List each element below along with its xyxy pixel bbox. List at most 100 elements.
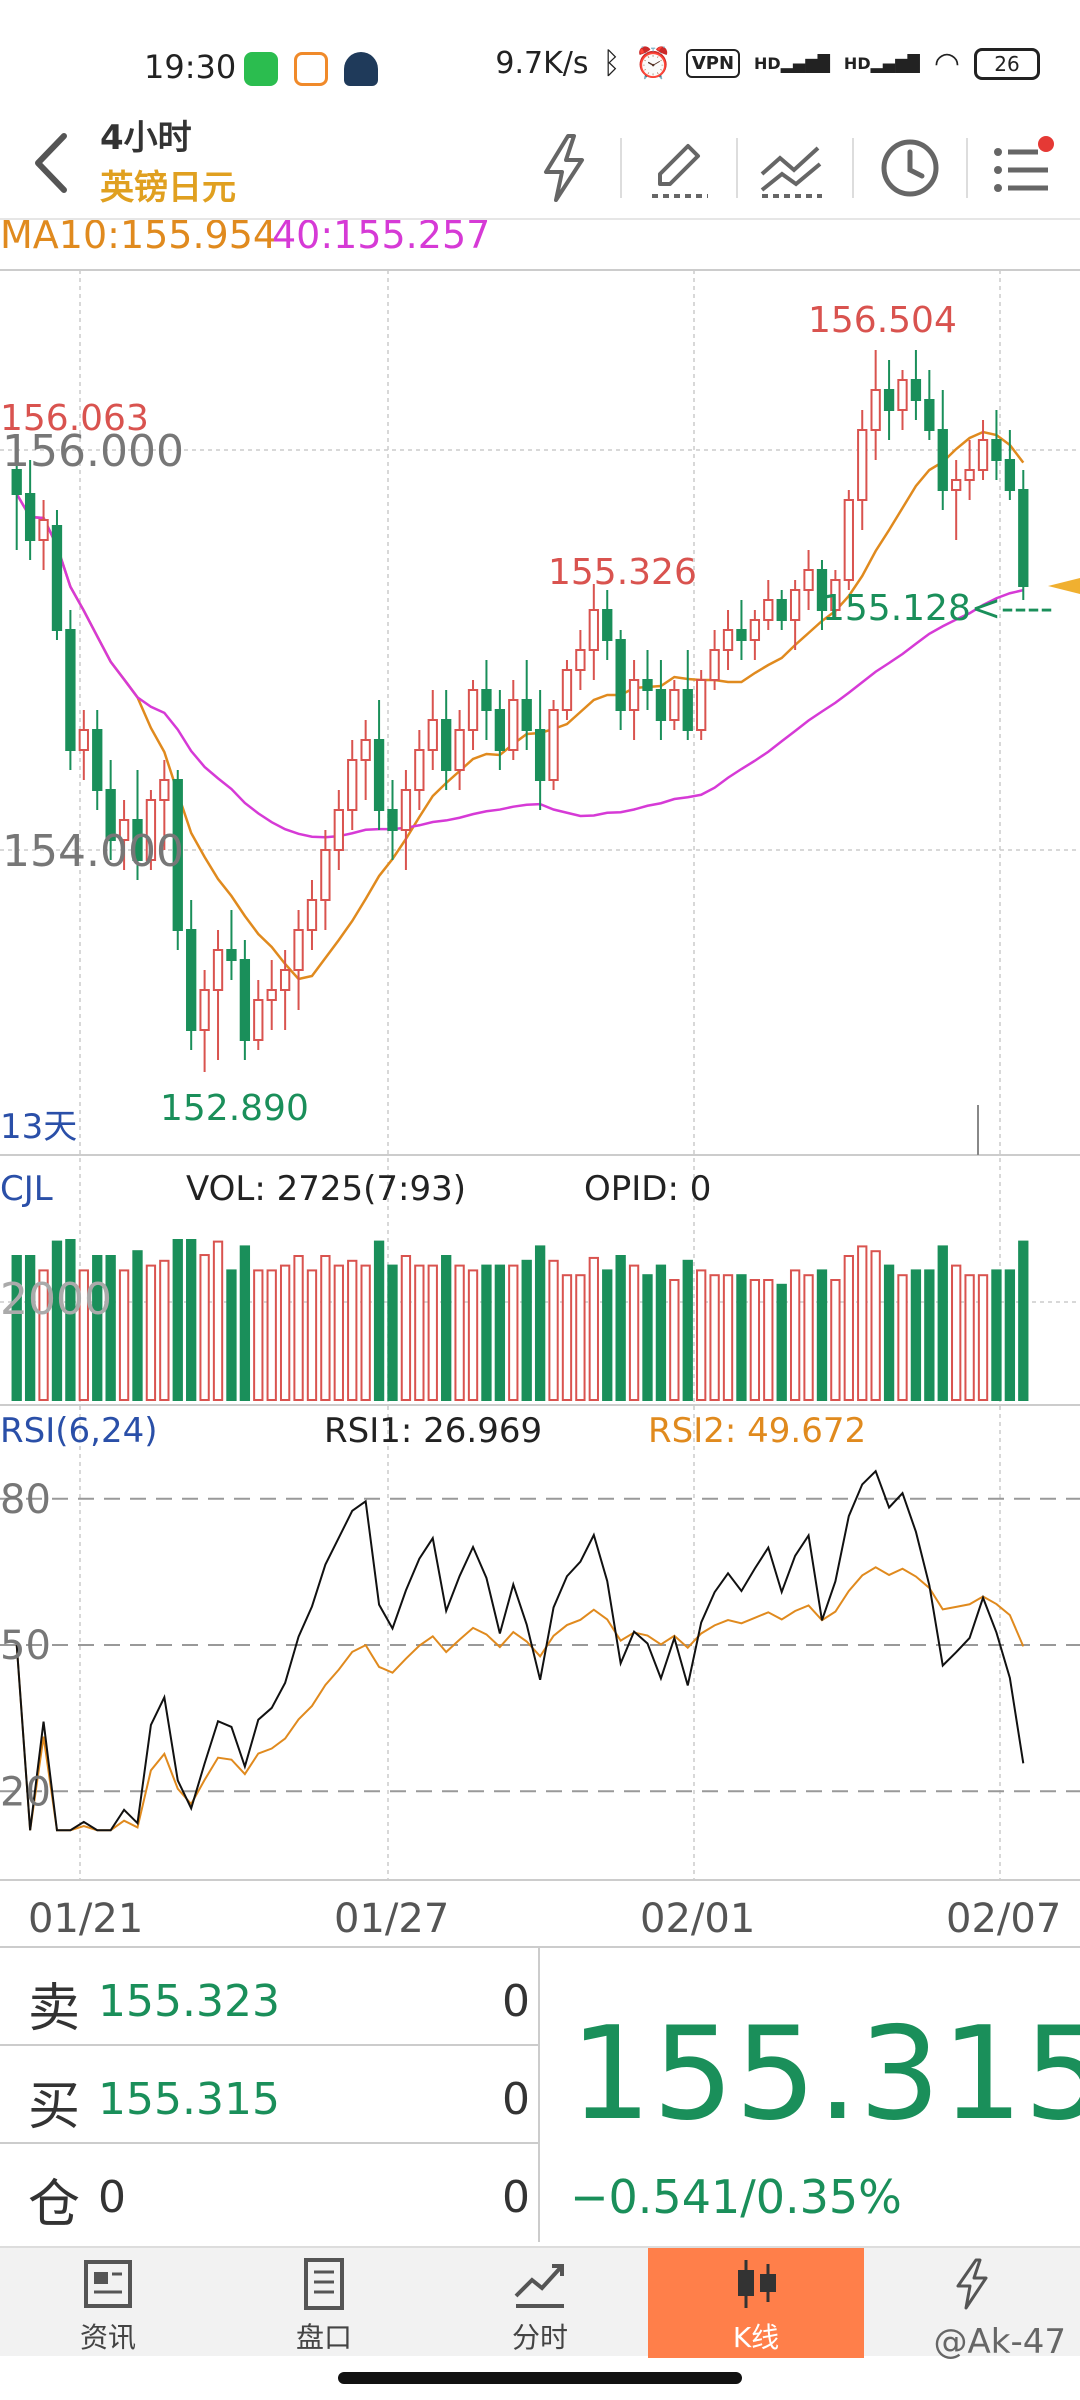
volume-bar bbox=[642, 1274, 653, 1401]
lightning-icon[interactable] bbox=[524, 128, 604, 208]
nav-orderbook-label: 盘口 bbox=[295, 2321, 352, 2354]
buy-price: 155.315 bbox=[98, 2074, 280, 2125]
chart-header: 4小时 英镑日元 bbox=[0, 110, 1080, 220]
volume-bar bbox=[333, 1264, 344, 1401]
volume-bar bbox=[360, 1264, 371, 1401]
position-value: 0 bbox=[98, 2172, 126, 2223]
position-row[interactable]: 仓 0 0 bbox=[0, 2144, 540, 2242]
candle-body bbox=[159, 779, 170, 801]
status-time: 19:30 bbox=[144, 48, 237, 86]
toolbar-divider bbox=[852, 138, 854, 198]
candle-body bbox=[924, 399, 935, 431]
volume-bar bbox=[51, 1240, 63, 1401]
volume-bar bbox=[655, 1264, 667, 1401]
toolbar-divider bbox=[620, 138, 622, 198]
volume-bar bbox=[736, 1274, 747, 1401]
candle-body bbox=[333, 809, 344, 851]
sell-price: 155.323 bbox=[98, 1976, 280, 2027]
current-price-marker bbox=[1048, 578, 1080, 594]
volume-bar bbox=[722, 1274, 734, 1401]
position-qty: 0 bbox=[502, 2172, 530, 2223]
candle-body bbox=[253, 999, 264, 1041]
y-tick-label: 154.000 bbox=[2, 826, 184, 877]
annotation-period: 13天 bbox=[0, 1107, 77, 1147]
volume-bar bbox=[749, 1279, 761, 1401]
timeframe-label[interactable]: 4小时 bbox=[100, 118, 192, 158]
ma40-line bbox=[15, 493, 1024, 839]
candle-body bbox=[709, 649, 720, 681]
x-tick-label: 02/07 bbox=[946, 1896, 1061, 1942]
symbol-label[interactable]: 英镑日元 bbox=[100, 168, 236, 208]
y-tick-label: 156.000 bbox=[2, 426, 184, 477]
volume-bar bbox=[132, 1250, 143, 1401]
x-tick-label: 02/01 bbox=[640, 1896, 755, 1942]
volume-bar bbox=[373, 1240, 385, 1401]
candle-body bbox=[279, 969, 291, 991]
volume-bar bbox=[763, 1279, 774, 1401]
nav-quick-trade[interactable] bbox=[864, 2248, 1080, 2358]
candle-body bbox=[1018, 489, 1029, 587]
candle-body bbox=[803, 569, 814, 591]
buy-row[interactable]: 买 155.315 0 bbox=[0, 2046, 540, 2144]
volume-bar bbox=[709, 1274, 720, 1401]
volume-bar bbox=[977, 1274, 989, 1401]
candle-body bbox=[400, 789, 412, 831]
volume-bar bbox=[387, 1264, 398, 1401]
cat-icon bbox=[344, 52, 378, 86]
volume-bar bbox=[65, 1239, 76, 1401]
candle-body bbox=[347, 759, 358, 811]
candle-body bbox=[92, 729, 103, 791]
quote-panel: 卖 155.323 0 买 155.315 0 仓 0 0 bbox=[0, 1946, 1080, 2246]
volume-y-tick: 2000 bbox=[0, 1274, 112, 1325]
volume-bar bbox=[467, 1269, 479, 1402]
volume-bar bbox=[789, 1269, 801, 1402]
sell-row[interactable]: 卖 155.323 0 bbox=[0, 1948, 540, 2046]
nav-kline[interactable]: K线 bbox=[648, 2248, 864, 2358]
candle-body bbox=[561, 669, 573, 711]
nav-news-label: 资讯 bbox=[79, 2321, 136, 2354]
sell-qty: 0 bbox=[502, 1976, 530, 2027]
volume-bar bbox=[347, 1259, 358, 1402]
back-arrow-icon[interactable] bbox=[22, 128, 82, 198]
volume-bar bbox=[816, 1269, 828, 1402]
candle-body bbox=[883, 389, 895, 411]
wechat-icon bbox=[244, 52, 278, 86]
draw-pen-icon[interactable] bbox=[640, 128, 720, 208]
nav-timeshare[interactable]: 分时 bbox=[432, 2248, 648, 2358]
candle-body bbox=[951, 479, 962, 491]
volume-bar bbox=[186, 1239, 197, 1401]
nav-news[interactable]: 资讯 bbox=[0, 2248, 216, 2358]
app-icon bbox=[294, 52, 328, 86]
candle-body bbox=[991, 439, 1002, 461]
volume-bar bbox=[1018, 1240, 1029, 1401]
rsi-panel-name: RSI(6,24) bbox=[0, 1411, 157, 1451]
volume-bar bbox=[776, 1283, 787, 1402]
volume-bar bbox=[843, 1255, 854, 1401]
candle-body bbox=[534, 729, 546, 781]
volume-bar bbox=[441, 1255, 452, 1401]
nav-orderbook[interactable]: 盘口 bbox=[216, 2248, 432, 2358]
annotation-high: 156.504 bbox=[808, 300, 957, 341]
volume-bar bbox=[628, 1264, 640, 1401]
candle-body bbox=[132, 819, 143, 861]
menu-list-icon[interactable] bbox=[982, 128, 1062, 208]
candle-body bbox=[467, 689, 479, 731]
volume-bar bbox=[38, 1269, 49, 1402]
candle-body bbox=[441, 719, 452, 771]
candle-body bbox=[118, 819, 130, 841]
candle-body bbox=[24, 493, 36, 541]
volume-bar bbox=[951, 1264, 962, 1401]
candle-body bbox=[830, 579, 841, 611]
volume-bar bbox=[561, 1274, 573, 1401]
trend-line-icon[interactable] bbox=[752, 128, 832, 208]
signal-icon-2: HD▂▄▆█ bbox=[843, 54, 920, 73]
candle-body bbox=[937, 429, 948, 491]
rsi1-legend: RSI1: 26.969 bbox=[324, 1411, 542, 1451]
home-indicator[interactable] bbox=[338, 2372, 742, 2384]
annotation-current: 155.128<---- bbox=[822, 588, 1053, 629]
clock-icon[interactable] bbox=[870, 128, 950, 208]
candlestick-icon bbox=[738, 2260, 776, 2308]
candle-body bbox=[628, 679, 640, 711]
volume-bar bbox=[400, 1255, 412, 1401]
